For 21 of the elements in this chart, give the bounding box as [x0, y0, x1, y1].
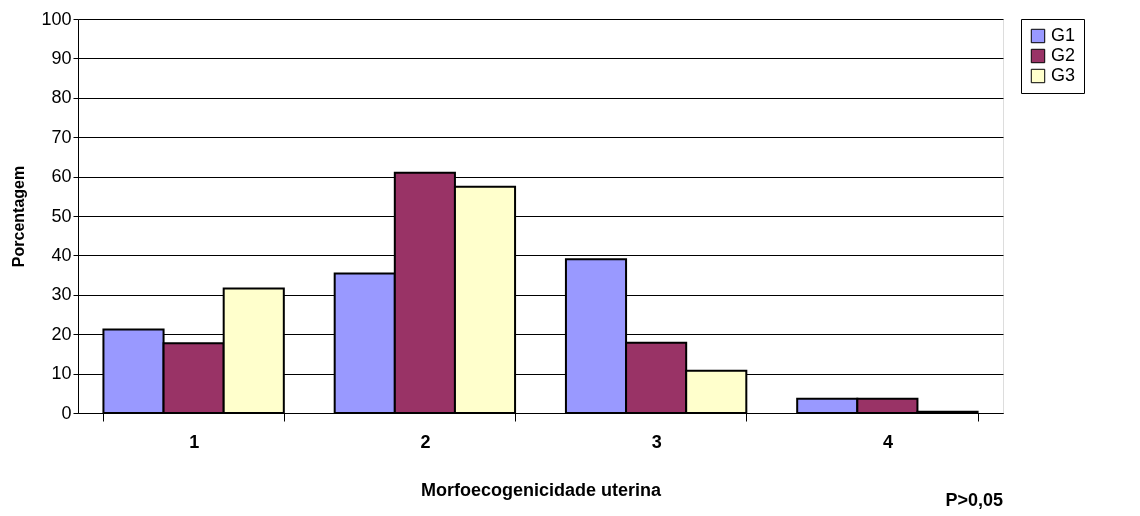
- y-tick-label: 60: [51, 166, 72, 187]
- y-tick-label: 10: [51, 363, 72, 384]
- y-axis-title: Porcentagem: [10, 165, 28, 268]
- y-tick-label: 70: [51, 126, 72, 147]
- y-tick-label: 80: [51, 87, 72, 108]
- x-tick-label: 3: [651, 431, 662, 452]
- text: P>0,05: [945, 490, 1003, 510]
- y-tick-label: 20: [51, 323, 72, 344]
- y-tick-label: 30: [51, 284, 72, 305]
- y-tick-label: 40: [51, 244, 72, 265]
- y-tick-label: 100: [41, 8, 72, 29]
- legend-label: G1: [1051, 25, 1076, 45]
- x-tick-label: 4: [882, 431, 893, 452]
- y-tick-label: 90: [51, 47, 72, 68]
- x-tick-label: 2: [420, 431, 431, 452]
- legend-label: G2: [1051, 45, 1076, 65]
- y-tick-label: 0: [61, 402, 72, 423]
- y-tick-label: 50: [51, 205, 72, 226]
- x-tick-label: 1: [189, 431, 200, 452]
- x-axis-title: Morfoecogenicidade uterina: [420, 479, 662, 500]
- legend-label: G3: [1051, 65, 1076, 85]
